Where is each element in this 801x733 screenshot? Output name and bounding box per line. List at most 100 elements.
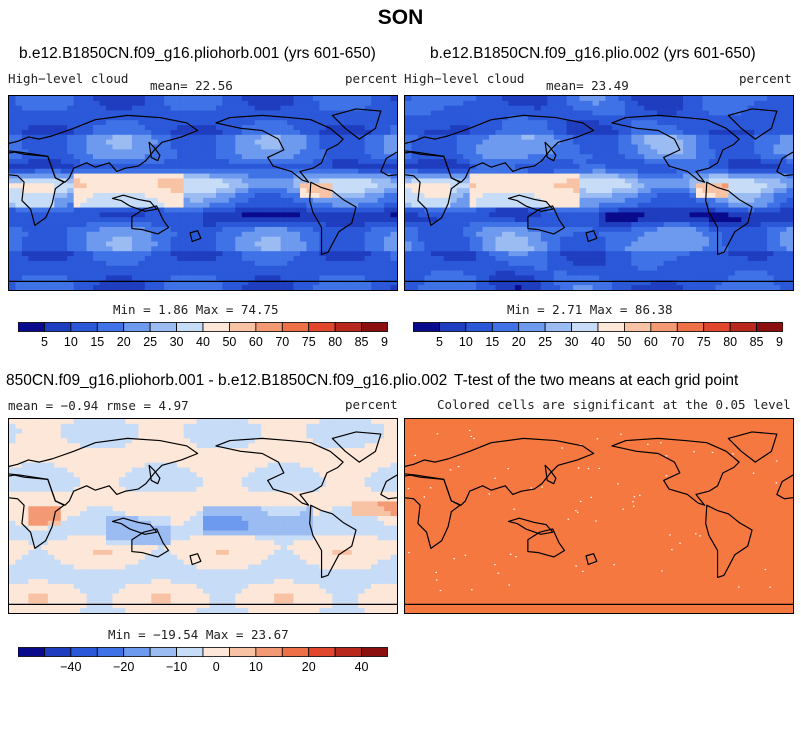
colorbar-tick-label: 40 bbox=[355, 660, 369, 674]
insignificant-cell bbox=[509, 553, 512, 555]
insignificant-cell bbox=[423, 496, 426, 498]
insignificant-cell bbox=[407, 487, 410, 490]
colorbar-swatch bbox=[281, 322, 310, 332]
colorbar-tick-label: 75 bbox=[697, 335, 711, 348]
panel-1-map bbox=[8, 95, 398, 291]
colorbar-swatch bbox=[44, 647, 72, 657]
coastline-4 bbox=[131, 205, 170, 235]
insignificant-cell bbox=[436, 433, 439, 435]
insignificant-cell bbox=[732, 453, 734, 455]
insignificant-cell bbox=[711, 451, 714, 454]
coastline-6 bbox=[585, 553, 598, 566]
coastline-3 bbox=[111, 517, 158, 535]
colorbar-tick-label: 20 bbox=[512, 335, 526, 348]
colorbar-tick-label: 30 bbox=[170, 335, 184, 348]
panel-1-units: percent bbox=[345, 71, 398, 86]
coastline-2 bbox=[405, 437, 595, 506]
field-cells bbox=[405, 96, 793, 290]
insignificant-cell bbox=[620, 433, 622, 435]
colorbar-tick-label: 70 bbox=[670, 335, 684, 348]
colorbar-tick-label: 10 bbox=[459, 335, 473, 348]
colorbar-swatch bbox=[18, 322, 45, 332]
insignificant-cell bbox=[587, 467, 590, 470]
coastline-2 bbox=[9, 114, 199, 183]
colorbar-swatch bbox=[70, 322, 98, 332]
insignificant-cell bbox=[598, 467, 600, 470]
insignificant-cell bbox=[567, 518, 570, 520]
colorbar-swatch bbox=[149, 647, 177, 657]
panel-2-units: percent bbox=[739, 71, 792, 86]
insignificant-cell bbox=[429, 487, 432, 489]
coastline-8 bbox=[309, 181, 357, 256]
insignificant-cell bbox=[541, 486, 543, 488]
insignificant-cell bbox=[513, 508, 515, 510]
coastline-1 bbox=[380, 151, 397, 177]
colorbar-tick-label: 90 bbox=[381, 335, 388, 348]
coastline-8 bbox=[309, 504, 357, 579]
colorbar-swatch bbox=[571, 322, 599, 332]
panel-2-map bbox=[404, 95, 794, 291]
panel-4-title: T-test of the two means at each grid poi… bbox=[454, 372, 739, 389]
colorbar-swatch bbox=[703, 322, 731, 332]
colorbar-tick-label: 20 bbox=[117, 335, 131, 348]
colorbar-tick-label: 40 bbox=[591, 335, 605, 348]
colorbar-tick-label: 15 bbox=[485, 335, 499, 348]
insignificant-cell bbox=[693, 451, 695, 453]
insignificant-cell bbox=[494, 564, 496, 566]
coastline-1 bbox=[776, 474, 793, 500]
colorbar-tick-label: 85 bbox=[355, 335, 369, 348]
insignificant-cell bbox=[497, 572, 500, 574]
significant-field bbox=[405, 419, 793, 613]
colorbar-tick-label: −20 bbox=[113, 660, 134, 674]
coastline-3 bbox=[507, 517, 554, 535]
coastline-6 bbox=[189, 553, 202, 566]
colorbar-tick-label: 5 bbox=[41, 335, 48, 348]
colorbar-tick-label: 50 bbox=[617, 335, 631, 348]
insignificant-cell bbox=[595, 520, 597, 522]
colorbar-swatch bbox=[255, 647, 283, 657]
colorbar-swatch bbox=[202, 322, 230, 332]
coastline-9 bbox=[727, 431, 778, 463]
insignificant-cell bbox=[596, 438, 599, 440]
coastline-8 bbox=[705, 504, 753, 579]
coastline-2 bbox=[9, 437, 199, 506]
insignificant-cell bbox=[508, 584, 510, 586]
insignificant-cell bbox=[738, 586, 740, 588]
colorbar-swatch bbox=[650, 322, 678, 332]
coastline-6 bbox=[189, 230, 202, 243]
coastline-5 bbox=[148, 464, 161, 485]
panel-2-stats: Min = 2.71 Max = 86.38 bbox=[507, 302, 673, 317]
insignificant-cell bbox=[699, 535, 701, 537]
insignificant-cell bbox=[632, 501, 634, 503]
colorbar-2: 51015202530405060707580859095 bbox=[413, 322, 783, 348]
insignificant-cell bbox=[775, 460, 778, 462]
colorbar-tick-label: 90 bbox=[776, 335, 783, 348]
colorbar-1: 51015202530405060707580859095 bbox=[18, 322, 388, 348]
field-cells bbox=[9, 96, 397, 290]
colorbar-swatch bbox=[491, 322, 520, 332]
colorbar-swatch bbox=[70, 647, 98, 657]
coastline-7 bbox=[215, 114, 344, 183]
panel-3-units: percent bbox=[345, 397, 398, 412]
colorbar-swatch bbox=[176, 647, 204, 657]
coastline-8 bbox=[705, 181, 753, 256]
coastline-4 bbox=[527, 205, 566, 235]
insignificant-cell bbox=[775, 482, 778, 484]
colorbar-swatch bbox=[756, 322, 783, 332]
colorbar-swatch bbox=[176, 322, 204, 332]
insignificant-cell bbox=[764, 568, 767, 571]
colorbar-tick-label: 80 bbox=[723, 335, 737, 348]
insignificant-cell bbox=[575, 565, 577, 567]
insignificant-cell bbox=[622, 508, 624, 510]
insignificant-cell bbox=[457, 465, 460, 468]
colorbar-tick-label: 25 bbox=[538, 335, 552, 348]
coastline-1 bbox=[380, 474, 397, 500]
coastline-5 bbox=[544, 141, 557, 162]
insignificant-cell bbox=[695, 533, 697, 535]
panel-1-variable-label: High−level cloud bbox=[8, 71, 129, 86]
insignificant-cell bbox=[769, 586, 771, 588]
insignificant-cell bbox=[579, 500, 582, 502]
colorbar-swatch bbox=[281, 647, 310, 657]
insignificant-cell bbox=[473, 437, 475, 440]
colorbar-swatch bbox=[413, 322, 440, 332]
